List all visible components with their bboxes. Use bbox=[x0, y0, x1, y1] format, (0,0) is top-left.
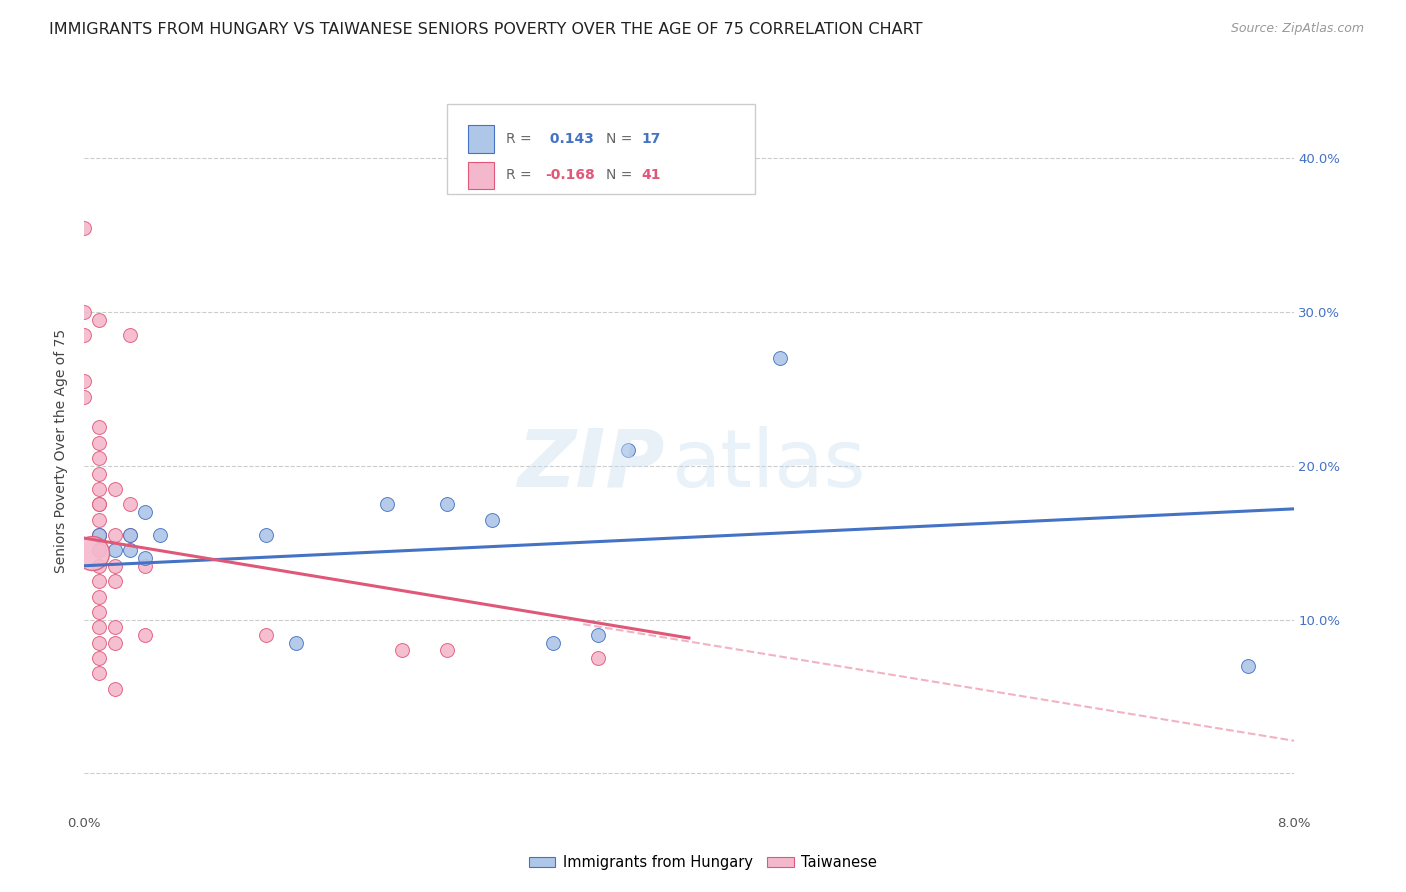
Point bbox=[104, 635, 127, 649]
Point bbox=[617, 443, 640, 458]
Point bbox=[89, 313, 111, 327]
Point bbox=[89, 574, 111, 588]
Text: N =: N = bbox=[606, 169, 637, 182]
Point bbox=[73, 390, 96, 404]
Point bbox=[89, 590, 111, 604]
Point bbox=[118, 497, 141, 511]
Point bbox=[436, 497, 458, 511]
Point bbox=[1237, 658, 1260, 673]
Point bbox=[134, 558, 156, 573]
Text: -0.168: -0.168 bbox=[546, 169, 595, 182]
Point bbox=[149, 528, 172, 542]
Y-axis label: Seniors Poverty Over the Age of 75: Seniors Poverty Over the Age of 75 bbox=[55, 328, 69, 573]
Point bbox=[134, 505, 156, 519]
Point bbox=[89, 467, 111, 481]
Point bbox=[104, 558, 127, 573]
Point bbox=[73, 328, 96, 343]
Point bbox=[89, 620, 111, 634]
Point bbox=[104, 681, 127, 696]
Point bbox=[104, 543, 127, 558]
Text: IMMIGRANTS FROM HUNGARY VS TAIWANESE SENIORS POVERTY OVER THE AGE OF 75 CORRELAT: IMMIGRANTS FROM HUNGARY VS TAIWANESE SEN… bbox=[49, 22, 922, 37]
Text: R =: R = bbox=[506, 169, 536, 182]
FancyBboxPatch shape bbox=[468, 125, 495, 153]
Point bbox=[588, 651, 610, 665]
Point bbox=[375, 497, 398, 511]
Point bbox=[254, 628, 277, 642]
Point bbox=[80, 546, 103, 560]
Text: 17: 17 bbox=[641, 132, 661, 145]
Text: 0.143: 0.143 bbox=[546, 132, 593, 145]
Point bbox=[89, 558, 111, 573]
Point bbox=[118, 528, 141, 542]
Point bbox=[134, 551, 156, 566]
Point bbox=[541, 635, 564, 649]
Point bbox=[118, 528, 141, 542]
FancyBboxPatch shape bbox=[447, 103, 755, 194]
Point bbox=[254, 528, 277, 542]
Point bbox=[89, 543, 111, 558]
Text: R =: R = bbox=[506, 132, 536, 145]
Point bbox=[73, 220, 96, 235]
Point bbox=[118, 328, 141, 343]
Point bbox=[134, 628, 156, 642]
Point bbox=[89, 651, 111, 665]
Point bbox=[769, 351, 792, 366]
Point bbox=[104, 574, 127, 588]
Point bbox=[89, 528, 111, 542]
Point bbox=[89, 451, 111, 466]
Point bbox=[285, 635, 308, 649]
Text: 41: 41 bbox=[641, 169, 661, 182]
Point bbox=[89, 482, 111, 496]
Point bbox=[89, 605, 111, 619]
FancyBboxPatch shape bbox=[468, 161, 495, 189]
Point bbox=[89, 528, 111, 542]
Point bbox=[481, 513, 503, 527]
Point bbox=[118, 543, 141, 558]
Point bbox=[104, 528, 127, 542]
Point bbox=[89, 497, 111, 511]
Text: ZIP: ZIP bbox=[517, 425, 665, 504]
Legend: Immigrants from Hungary, Taiwanese: Immigrants from Hungary, Taiwanese bbox=[523, 849, 883, 876]
Point bbox=[89, 435, 111, 450]
Point bbox=[89, 666, 111, 681]
Point bbox=[73, 305, 96, 319]
Point bbox=[89, 420, 111, 434]
Point bbox=[436, 643, 458, 657]
Point bbox=[89, 528, 111, 542]
Point bbox=[104, 482, 127, 496]
Text: atlas: atlas bbox=[671, 425, 865, 504]
Point bbox=[89, 513, 111, 527]
Point bbox=[588, 628, 610, 642]
Point bbox=[89, 497, 111, 511]
Point bbox=[89, 635, 111, 649]
Text: N =: N = bbox=[606, 132, 637, 145]
Text: Source: ZipAtlas.com: Source: ZipAtlas.com bbox=[1230, 22, 1364, 36]
Point bbox=[104, 620, 127, 634]
Point bbox=[73, 374, 96, 388]
Point bbox=[391, 643, 413, 657]
